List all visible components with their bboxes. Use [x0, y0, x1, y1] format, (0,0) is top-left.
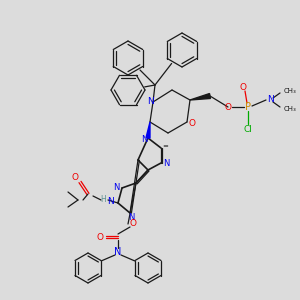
Polygon shape — [146, 122, 150, 138]
Text: O: O — [97, 232, 104, 242]
Text: O: O — [71, 172, 79, 182]
Text: N: N — [114, 247, 122, 257]
Text: =: = — [162, 143, 168, 149]
Text: CH₃: CH₃ — [284, 88, 297, 94]
Text: N: N — [128, 214, 134, 223]
Text: O: O — [239, 82, 247, 91]
Text: Cl: Cl — [244, 124, 252, 134]
Text: N: N — [107, 196, 114, 206]
Polygon shape — [190, 94, 211, 100]
Text: O: O — [188, 119, 196, 128]
Text: N: N — [141, 134, 147, 143]
Text: N: N — [147, 97, 153, 106]
Text: N: N — [113, 184, 119, 193]
Text: CH₃: CH₃ — [284, 106, 297, 112]
Text: O: O — [224, 103, 232, 112]
Text: O: O — [130, 220, 136, 229]
Text: N: N — [267, 95, 273, 104]
Text: P: P — [245, 102, 251, 112]
Text: H: H — [100, 194, 106, 203]
Text: N: N — [163, 158, 169, 167]
